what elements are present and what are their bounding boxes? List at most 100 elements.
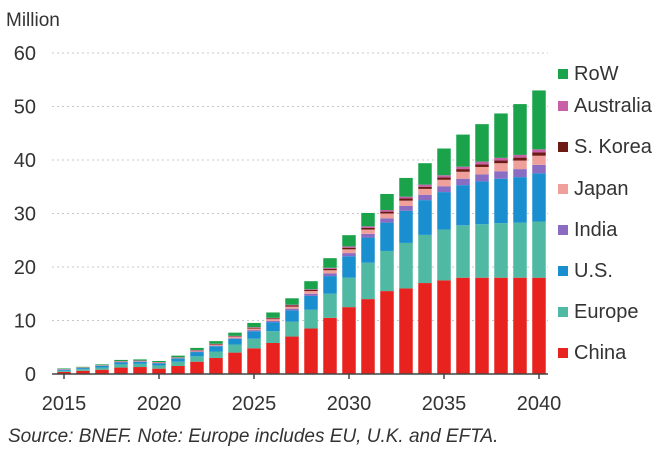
bar-segment-india-2025 bbox=[247, 330, 261, 332]
y-tick-label: 0 bbox=[25, 364, 36, 386]
bar-segment-china-2030 bbox=[342, 307, 356, 374]
bar-segment-europe-2030 bbox=[342, 277, 356, 308]
bar-segment-row-2024 bbox=[228, 332, 242, 336]
bar-segment-australia-2028 bbox=[304, 289, 318, 291]
bar-segment-u-s--2040 bbox=[532, 173, 546, 222]
bar-segment-row-2034 bbox=[418, 163, 432, 185]
bar-segment-japan-2030 bbox=[342, 249, 356, 254]
y-tick-label: 20 bbox=[14, 257, 36, 279]
y-tick-label: 40 bbox=[14, 150, 36, 172]
bars bbox=[57, 90, 546, 374]
bar-segment-japan-2033 bbox=[399, 200, 413, 207]
bar-segment-china-2026 bbox=[266, 342, 280, 374]
bar-segment-australia-2026 bbox=[266, 317, 280, 319]
bar-segment-s-korea-2029 bbox=[323, 268, 337, 271]
bar-segment-europe-2023 bbox=[209, 351, 223, 358]
bar-segment-japan-2038 bbox=[494, 163, 508, 172]
x-tick-label: 2025 bbox=[232, 393, 277, 415]
bar-segment-s-korea-2035 bbox=[437, 177, 451, 180]
bar-segment-india-2028 bbox=[304, 293, 318, 296]
bar-segment-japan-2032 bbox=[380, 213, 394, 219]
bar-segment-india-2031 bbox=[361, 233, 375, 238]
grid-lines bbox=[52, 52, 548, 321]
y-tick-label: 10 bbox=[14, 311, 36, 333]
bar-segment-row-2032 bbox=[380, 193, 394, 211]
bar-segment-s-korea-2026 bbox=[266, 318, 280, 320]
bar-segment-europe-2016 bbox=[76, 369, 90, 371]
bar-segment-china-2017 bbox=[95, 369, 109, 374]
bar-segment-s-korea-2036 bbox=[456, 169, 470, 172]
bar-segment-china-2024 bbox=[228, 352, 242, 374]
bar-segment-india-2027 bbox=[285, 308, 299, 311]
bar-segment-s-korea-2024 bbox=[228, 336, 242, 337]
bar-segment-u-s--2034 bbox=[418, 200, 432, 235]
bar-segment-china-2020 bbox=[152, 368, 166, 374]
bar-segment-u-s--2020 bbox=[152, 363, 166, 366]
legend-swatch-europe bbox=[558, 307, 568, 317]
bar-segment-row-2030 bbox=[342, 235, 356, 247]
legend-swatch-s-korea bbox=[558, 142, 568, 152]
bar-segment-japan-2021 bbox=[171, 357, 185, 359]
legend-label-europe: Europe bbox=[574, 301, 639, 323]
bar-segment-india-2024 bbox=[228, 338, 242, 339]
bar-segment-u-s--2027 bbox=[285, 310, 299, 322]
bar-segment-australia-2038 bbox=[494, 157, 508, 161]
legend-swatch-japan bbox=[558, 184, 568, 194]
bar-segment-china-2029 bbox=[323, 317, 337, 374]
bar-segment-china-2031 bbox=[361, 299, 375, 374]
bar-segment-india-2026 bbox=[266, 321, 280, 323]
bar-segment-china-2025 bbox=[247, 348, 261, 374]
bar-segment-india-2030 bbox=[342, 253, 356, 257]
bar-segment-row-2017 bbox=[95, 364, 109, 366]
bar-segment-u-s--2032 bbox=[380, 222, 394, 251]
bar-segment-china-2018 bbox=[114, 367, 128, 374]
bar-segment-row-2033 bbox=[399, 177, 413, 197]
bar-segment-europe-2032 bbox=[380, 250, 394, 292]
y-tick-label: 30 bbox=[14, 204, 36, 226]
bar-segment-china-2016 bbox=[76, 370, 90, 374]
bar-segment-australia-2039 bbox=[513, 154, 527, 158]
legend-swatch-china bbox=[558, 348, 568, 358]
bar-segment-japan-2022 bbox=[190, 350, 204, 352]
legend-label-china: China bbox=[574, 342, 627, 364]
bar-segment-europe-2018 bbox=[114, 364, 128, 368]
bar-segment-row-2022 bbox=[190, 347, 204, 351]
bar-segment-s-korea-2028 bbox=[304, 290, 318, 292]
bar-segment-japan-2026 bbox=[266, 319, 280, 322]
bar-segment-australia-2027 bbox=[285, 304, 299, 306]
bar-segment-u-s--2035 bbox=[437, 192, 451, 230]
bar-segment-row-2028 bbox=[304, 281, 318, 290]
bar-segment-row-2025 bbox=[247, 322, 261, 328]
bar-segment-india-2034 bbox=[418, 194, 432, 201]
bar-segment-japan-2020 bbox=[152, 362, 166, 364]
bar-segment-china-2022 bbox=[190, 361, 204, 374]
bar-segment-china-2028 bbox=[304, 328, 318, 374]
bar-segment-europe-2035 bbox=[437, 229, 451, 281]
legend-label-japan: Japan bbox=[574, 178, 629, 200]
bar-segment-australia-2040 bbox=[532, 149, 546, 153]
bar-segment-india-2040 bbox=[532, 164, 546, 174]
bar-segment-row-2027 bbox=[285, 298, 299, 305]
bar-segment-u-s--2017 bbox=[95, 365, 109, 368]
bar-segment-u-s--2021 bbox=[171, 358, 185, 362]
bar-segment-row-2039 bbox=[513, 104, 527, 155]
bar-segment-europe-2036 bbox=[456, 225, 470, 278]
x-tick-label: 2035 bbox=[422, 393, 467, 415]
bar-segment-u-s--2023 bbox=[209, 346, 223, 352]
bar-segment-europe-2020 bbox=[152, 365, 166, 369]
bar-segment-australia-2035 bbox=[437, 175, 451, 178]
bar-segment-s-korea-2023 bbox=[209, 344, 223, 345]
bar-segment-europe-2039 bbox=[513, 222, 527, 278]
bar-segment-china-2039 bbox=[513, 277, 527, 374]
x-tick-label: 2020 bbox=[137, 393, 182, 415]
bar-segment-china-2021 bbox=[171, 365, 185, 374]
y-tick-label: 60 bbox=[14, 43, 36, 65]
bar-segment-europe-2017 bbox=[95, 367, 109, 370]
bar-segment-u-s--2030 bbox=[342, 256, 356, 278]
bar-segment-europe-2015 bbox=[57, 370, 71, 372]
bar-segment-china-2032 bbox=[380, 291, 394, 374]
bar-segment-u-s--2024 bbox=[228, 338, 242, 345]
bar-segment-u-s--2018 bbox=[114, 362, 128, 365]
bar-segment-australia-2025 bbox=[247, 327, 261, 328]
